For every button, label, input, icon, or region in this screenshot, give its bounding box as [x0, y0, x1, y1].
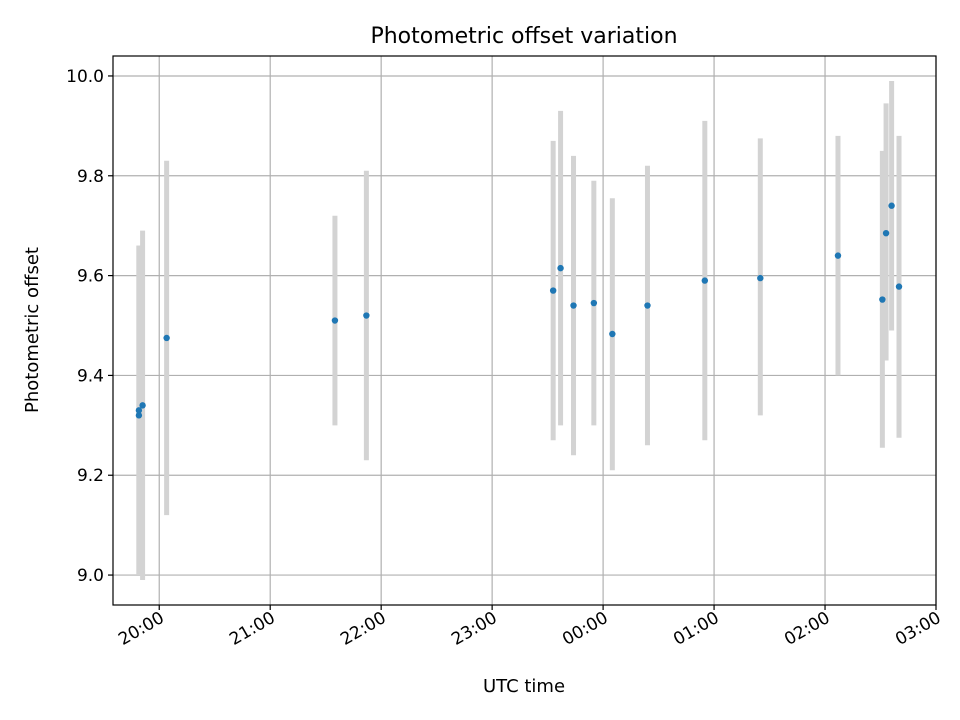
- y-tick-label: 9.0: [77, 566, 104, 586]
- data-points: [135, 202, 903, 419]
- x-tick-label: 02:00: [781, 608, 833, 650]
- x-tick-label: 20:00: [115, 608, 167, 650]
- data-point: [882, 229, 890, 237]
- x-tick-label: 01:00: [670, 608, 722, 650]
- plot-frame: [112, 55, 937, 606]
- data-point: [834, 252, 842, 259]
- error-bars: [136, 80, 902, 581]
- y-tick-label: 9.8: [77, 167, 104, 187]
- data-point: [879, 296, 886, 303]
- chart-title: Photometric offset variation: [370, 24, 677, 49]
- data-point: [757, 274, 764, 282]
- y-tick-label: 10.0: [66, 67, 104, 87]
- y-axis-ticks: 9.0 9.2 9.4 9.6 9.8 10.0: [66, 67, 113, 586]
- data-point: [331, 317, 339, 324]
- data-point: [609, 330, 616, 338]
- data-point: [549, 287, 557, 294]
- y-tick-label: 9.6: [77, 267, 104, 287]
- x-tick-label: 23:00: [448, 608, 500, 650]
- y-tick-label: 9.2: [77, 466, 104, 486]
- x-tick-label: 00:00: [559, 608, 611, 650]
- x-tick-label: 03:00: [892, 608, 944, 650]
- data-point: [701, 277, 709, 284]
- data-point: [644, 302, 651, 309]
- x-axis-label: UTC time: [483, 676, 565, 697]
- data-point: [557, 264, 564, 272]
- data-point: [135, 407, 143, 414]
- x-tick-label: 21:00: [226, 608, 278, 650]
- data-point: [139, 402, 146, 409]
- x-axis-ticks: 20:00 21:00 22:00 23:00 00:00 01:00 02:00 03:00: [115, 605, 945, 650]
- y-axis-label: Photometric offset: [22, 247, 43, 413]
- data-point: [888, 202, 895, 209]
- x-tick-label: 22:00: [337, 608, 389, 650]
- data-point: [590, 299, 598, 307]
- y-tick-label: 9.4: [77, 366, 104, 386]
- data-point: [895, 283, 903, 290]
- data-point: [570, 302, 577, 309]
- data-point: [163, 334, 170, 342]
- data-point: [363, 312, 370, 319]
- grid: [113, 56, 937, 605]
- data-point: [135, 412, 143, 419]
